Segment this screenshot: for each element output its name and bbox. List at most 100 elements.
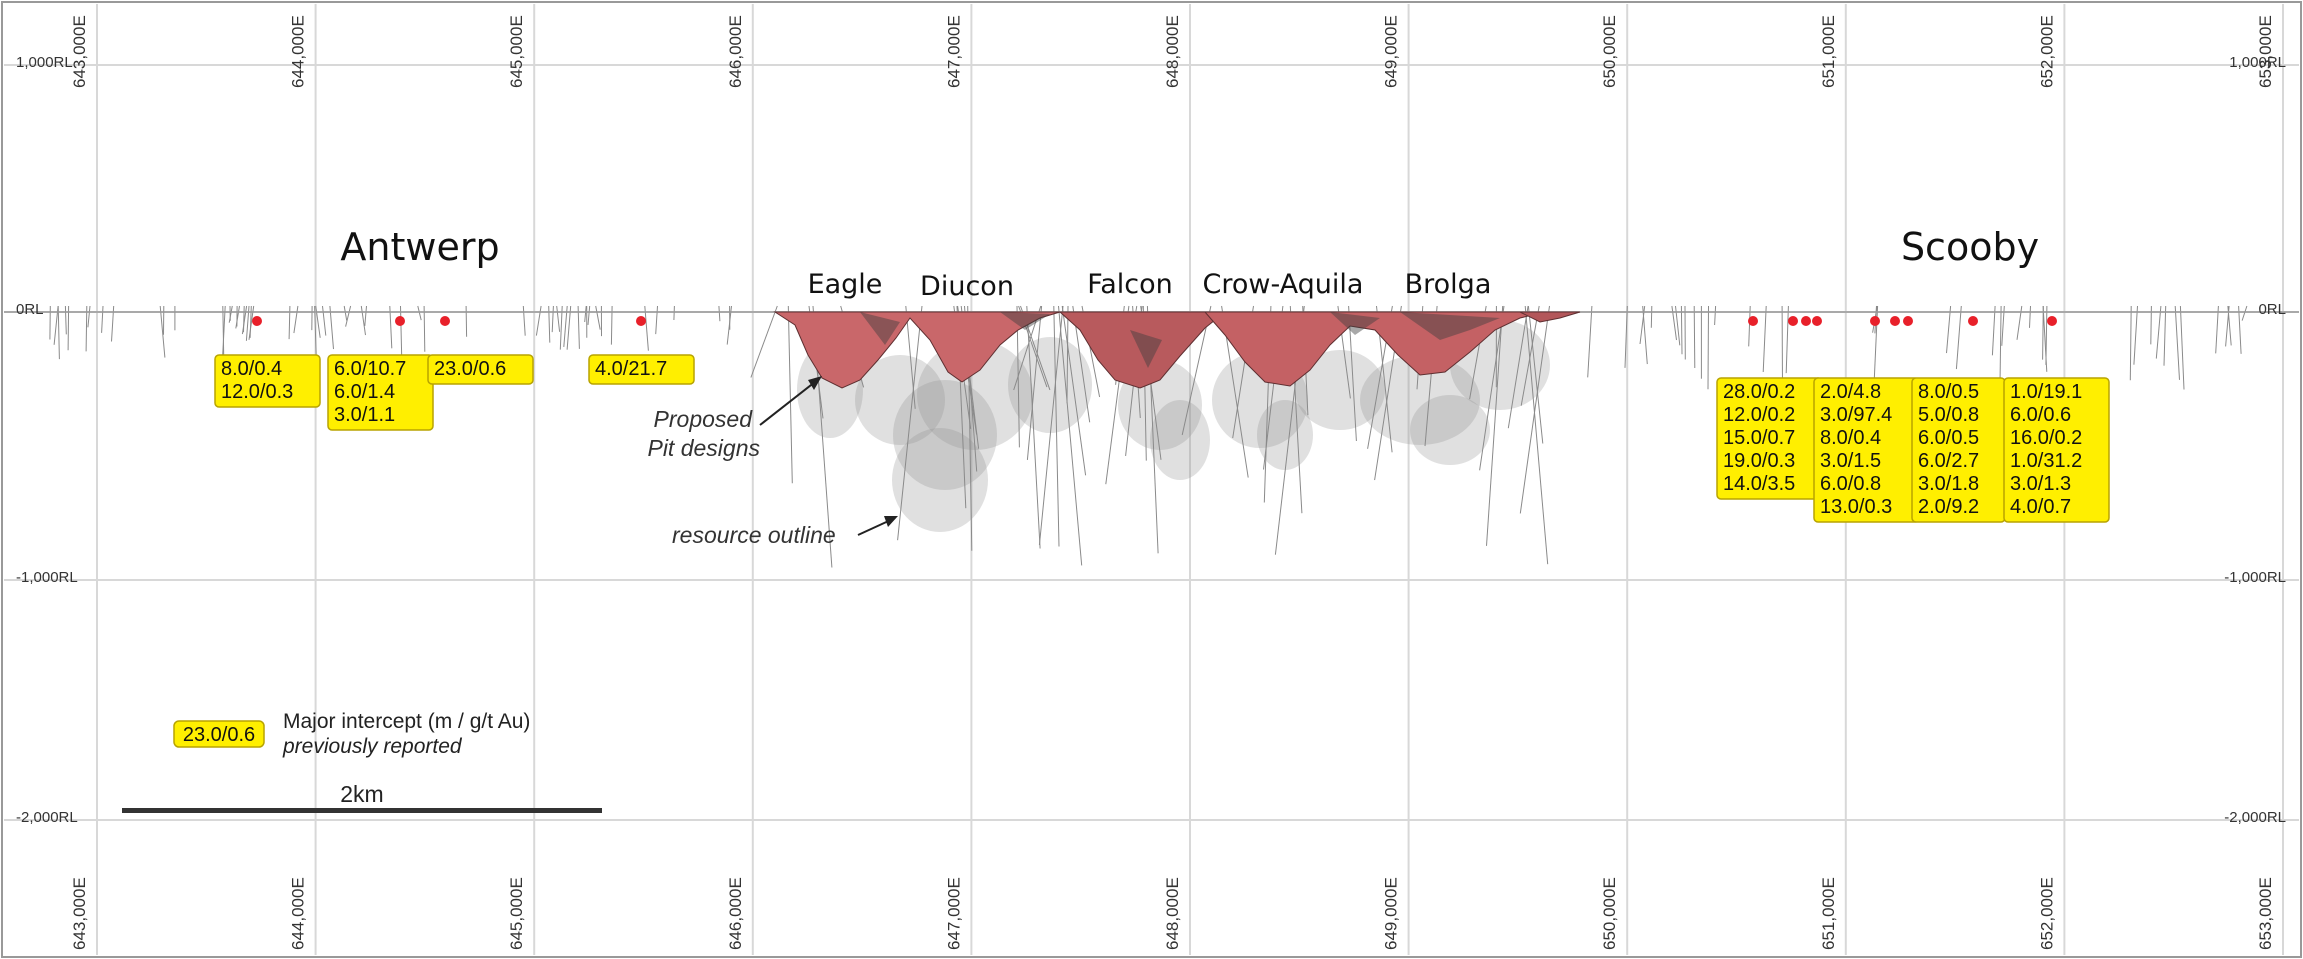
legend-label: Major intercept (m / g/t Au) — [283, 710, 530, 733]
scale-bar-label: 2km — [340, 781, 383, 807]
drill-trace — [2238, 305, 2242, 354]
intercept-value: 6.0/10.7 — [334, 358, 406, 380]
drill-trace — [673, 305, 675, 321]
drill-trace — [235, 305, 240, 329]
easting-label-bottom: 651,000E — [1819, 877, 1838, 950]
pit-callout-arrowhead — [808, 376, 822, 390]
resource-callout: resource outline — [672, 516, 898, 548]
drill-collar — [440, 316, 450, 326]
intercept-value: 6.0/0.5 — [1918, 427, 1979, 449]
intercept-box-bg — [588, 354, 695, 385]
drill-trace — [1038, 305, 1064, 546]
drill-trace — [329, 305, 334, 350]
drill-trace — [222, 305, 226, 358]
drill-trace — [1061, 305, 1087, 476]
intercept-value: 8.0/0.5 — [1918, 381, 1979, 403]
drill-trace — [1785, 305, 1789, 374]
drill-trace — [57, 305, 60, 360]
intercept-value: 2.0/9.2 — [1918, 496, 1979, 518]
drill-trace — [2133, 305, 2138, 365]
intercept-value: 14.0/3.5 — [1723, 473, 1795, 495]
drill-trace — [750, 305, 778, 378]
easting-label-top: 650,000E — [1600, 15, 1619, 88]
easting-label-top: 645,000E — [507, 15, 526, 88]
intercept-value: 1.0/19.1 — [2010, 381, 2082, 403]
intercept-value: 12.0/0.2 — [1723, 404, 1795, 426]
intercept-box: 8.0/0.412.0/0.3 — [214, 354, 321, 408]
drill-trace — [241, 305, 248, 335]
drill-trace — [293, 305, 299, 334]
easting-label-top: 651,000E — [1819, 15, 1838, 88]
rl-label-right: 0RL — [2258, 301, 2286, 318]
deposit-name: Falcon — [1087, 269, 1173, 300]
easting-labels-bottom: 643,000E 644,000E 645,000E 646,000E 647,000E… — [70, 877, 2275, 950]
legend: 23.0/0.6 Major intercept (m / g/t Au) pr… — [122, 710, 602, 813]
easting-label-bottom: 646,000E — [726, 877, 745, 950]
drill-trace — [1519, 305, 1550, 514]
drill-trace — [423, 305, 426, 352]
intercept-value: 16.0/0.2 — [2010, 427, 2082, 449]
drill-trace — [644, 305, 649, 351]
drill-trace — [1680, 305, 1683, 355]
intercept-value: 5.0/0.8 — [1918, 404, 1979, 426]
legend-sublabel: previously reported — [282, 735, 463, 758]
intercept-value: 3.0/97.4 — [1820, 404, 1892, 426]
drill-trace — [1479, 305, 1505, 471]
drill-trace — [1520, 305, 1540, 406]
intercept-value: 6.0/0.8 — [1820, 473, 1881, 495]
intercept-box: 4.0/21.7 — [588, 354, 695, 385]
drill-trace — [2155, 305, 2162, 359]
drill-trace — [577, 305, 580, 349]
intercept-value: 3.0/1.3 — [2010, 473, 2071, 495]
drill-collar — [1903, 316, 1913, 326]
intercept-value: 3.0/1.1 — [334, 404, 395, 426]
intercept-box-bg — [427, 354, 534, 385]
intercept-box: 6.0/10.76.0/1.43.0/1.1 — [327, 354, 434, 431]
pit-designs — [773, 311, 1581, 389]
drill-trace — [1026, 305, 1043, 460]
intercept-value: 1.0/31.2 — [2010, 450, 2082, 472]
intercept-value: 12.0/0.3 — [221, 381, 293, 403]
intercept-value: 4.0/0.7 — [2010, 496, 2071, 518]
intercept-box-bg — [327, 354, 434, 431]
drill-trace — [322, 305, 327, 336]
drill-trace — [1524, 305, 1549, 565]
drill-trace — [2241, 305, 2248, 321]
intercept-value: 8.0/0.4 — [1820, 427, 1881, 449]
deposit-name: Brolga — [1405, 269, 1492, 300]
drill-trace — [85, 305, 88, 352]
drill-trace — [1955, 305, 1962, 370]
drill-trace — [465, 305, 468, 337]
drill-trace — [101, 305, 104, 333]
rl-label-right: -1,000RL — [2224, 569, 2286, 586]
easting-label-top: 648,000E — [1163, 15, 1182, 88]
easting-label-bottom: 643,000E — [70, 877, 89, 950]
drill-collar — [395, 316, 405, 326]
easting-label-bottom: 650,000E — [1600, 877, 1619, 950]
drill-trace — [1624, 305, 1628, 368]
drill-trace — [67, 305, 70, 351]
intercept-value: 8.0/0.4 — [221, 358, 282, 380]
legend-sample: 23.0/0.6 — [183, 724, 255, 746]
drill-collar — [1748, 316, 1758, 326]
drill-collar — [1890, 316, 1900, 326]
drill-trace — [1714, 305, 1717, 326]
drill-trace — [1999, 305, 2002, 392]
deposit-name: Crow-Aquila — [1203, 269, 1364, 300]
intercept-value: 15.0/0.7 — [1723, 427, 1795, 449]
drill-trace — [1486, 305, 1504, 546]
intercept-value: 19.0/0.3 — [1723, 450, 1795, 472]
drill-trace — [2163, 305, 2167, 366]
drill-trace — [1762, 305, 1767, 373]
drill-collar — [1801, 316, 1811, 326]
drill-trace — [1066, 305, 1069, 404]
drill-trace — [1507, 305, 1529, 429]
drill-trace — [1587, 305, 1593, 378]
drill-trace — [2129, 305, 2132, 381]
drill-collar — [636, 316, 646, 326]
drill-trace — [559, 305, 563, 350]
easting-label-bottom: 648,000E — [1163, 877, 1182, 950]
deposit-names: Antwerp Eagle Diucon Falcon Crow-Aquila Brolg… — [340, 225, 2039, 302]
drill-trace — [2174, 305, 2180, 380]
